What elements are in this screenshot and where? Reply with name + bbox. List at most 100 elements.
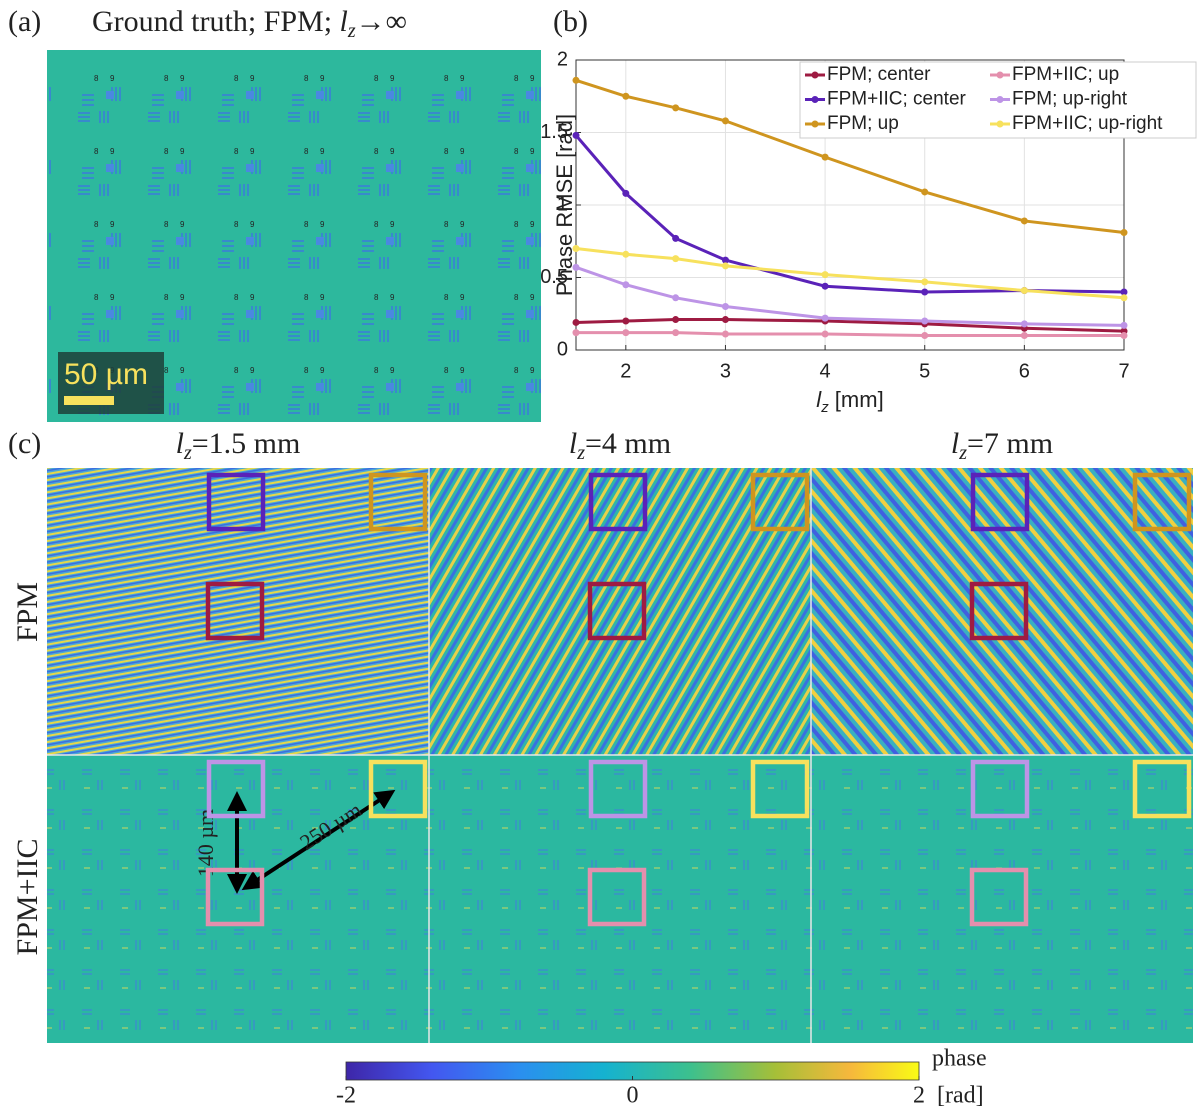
- roi-box: [970, 472, 1030, 532]
- point: [921, 288, 929, 296]
- row-label: FPM+IIC: [11, 839, 44, 956]
- series-line: [575, 318, 1125, 333]
- point: [721, 262, 729, 270]
- roi-box: [588, 472, 648, 532]
- point: [1120, 229, 1128, 237]
- point: [1120, 332, 1128, 339]
- legend-label: FPM+IIC; up-right: [1012, 113, 1163, 134]
- header-part: l: [951, 427, 959, 460]
- scale-bar-label: 50 µm: [64, 358, 148, 391]
- point: [572, 76, 580, 84]
- point: [672, 255, 680, 263]
- roi-box: [368, 472, 428, 532]
- point: [721, 256, 729, 264]
- y-tick-label: 2: [557, 48, 568, 70]
- point: [622, 250, 630, 258]
- x-tick-label: 4: [820, 360, 831, 382]
- title-part: →∞: [356, 5, 407, 38]
- point: [622, 329, 630, 337]
- point: [821, 282, 829, 290]
- colorbar-tick-label: 2: [913, 1083, 925, 1109]
- x-axis-label: lz [mm]: [816, 387, 883, 416]
- fpm-image: [47, 468, 429, 755]
- point: [572, 329, 580, 337]
- legend-label: FPM; up: [827, 113, 899, 134]
- roi-box: [206, 759, 266, 819]
- point: [921, 332, 929, 339]
- column-header: lz=7 mm: [951, 427, 1053, 464]
- legend-label: FPM; up-right: [1012, 89, 1128, 110]
- point: [1120, 288, 1128, 296]
- y-tick-label: 0: [557, 338, 568, 360]
- legend-label: FPM+IIC; up: [1012, 64, 1119, 85]
- point: [622, 189, 630, 197]
- annotation: 140 µm: [193, 809, 218, 877]
- x-label-part: [mm]: [829, 387, 884, 412]
- roi-box: [206, 472, 266, 532]
- header-part: z: [576, 442, 585, 464]
- header-part: l: [176, 427, 184, 460]
- header-part: l: [569, 427, 577, 460]
- point: [1020, 320, 1028, 328]
- panel-title: Ground truth; FPM; lz→∞: [92, 5, 407, 42]
- column-header: lz=4 mm: [569, 427, 671, 464]
- point: [821, 330, 829, 338]
- panel-label: (b): [553, 5, 588, 38]
- y-tick-label: 1: [557, 193, 568, 215]
- point: [721, 117, 729, 125]
- header-part: =7 mm: [967, 427, 1053, 460]
- point: [672, 329, 680, 337]
- roi-box: [1132, 472, 1192, 532]
- point: [1020, 217, 1028, 225]
- arrows: [227, 789, 396, 894]
- header-part: =4 mm: [585, 427, 671, 460]
- header-part: z: [183, 442, 192, 464]
- roi-box: [750, 759, 810, 819]
- colorbar-unit: [rad]: [937, 1083, 984, 1109]
- header-part: =1.5 mm: [192, 427, 301, 460]
- colorbar-tick-label: -2: [336, 1083, 356, 1109]
- point: [622, 92, 630, 100]
- legend-label: FPM+IIC; center: [827, 89, 967, 110]
- point: [921, 188, 929, 196]
- series-line: [575, 265, 1125, 327]
- legend-label: FPM; center: [827, 64, 931, 85]
- point: [921, 317, 929, 325]
- series-line: [575, 78, 1125, 235]
- legend-marker: [811, 96, 819, 103]
- point: [672, 316, 680, 324]
- series-line: [576, 331, 1124, 337]
- title-part: z: [347, 20, 356, 42]
- point: [821, 314, 829, 322]
- point: [1120, 294, 1128, 302]
- fpm-image: [429, 468, 811, 755]
- roi-box: [969, 581, 1029, 641]
- point: [721, 303, 729, 310]
- x-label-part: l: [816, 387, 822, 412]
- point: [572, 318, 580, 326]
- series-line: [575, 247, 1125, 300]
- point: [672, 104, 680, 112]
- y-axis-label: Phase RMSE [rad]: [552, 114, 577, 296]
- point: [622, 317, 630, 325]
- legend-marker: [996, 96, 1004, 103]
- title-part: Ground truth; FPM;: [92, 5, 340, 38]
- point: [672, 294, 680, 302]
- iic-image: [429, 755, 811, 1043]
- point: [721, 316, 729, 324]
- y-tick-label: 1.5: [540, 121, 568, 143]
- roi-box: [1132, 759, 1192, 819]
- line-chart: (b) 0 0.5 1 1.5 2 2 3 4 5 6 7 Phase RMSE [rad] lz [mm…: [540, 5, 1197, 416]
- point: [1120, 321, 1128, 329]
- roi-box: [205, 581, 265, 641]
- fpm-image: [811, 468, 1193, 755]
- legend-marker: [996, 120, 1004, 128]
- scale-bar: [64, 396, 114, 405]
- y-tick-label: 0.5: [540, 266, 568, 288]
- point: [622, 281, 630, 289]
- row-label: FPM: [11, 582, 44, 642]
- point: [572, 245, 580, 252]
- point: [721, 330, 729, 338]
- point: [821, 153, 829, 161]
